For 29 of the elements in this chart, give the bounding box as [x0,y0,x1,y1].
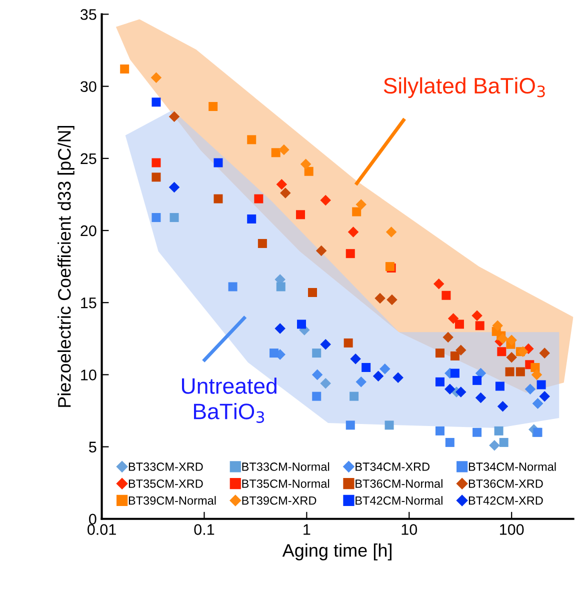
y-tick-label: 20 [80,225,96,236]
legend-label: BT42CM-XRD [468,496,543,505]
legend-label: BT34CM-XRD [356,462,430,471]
legend-label: BT34CM-Normal [468,462,556,471]
legend-label: BT42CM-Normal [356,496,442,505]
legend-label: BT39CM-Normal [128,496,216,505]
annotation: Untreated BaTiO$_{3}$ [182,378,276,423]
x-tick-label: 10 [402,524,418,535]
x-tick-label: 1 [304,524,310,535]
legend-label: BT33CM-Normal [242,462,330,471]
y-tick-label: 35 [80,9,96,20]
legend-label: BT36CM-XRD [468,479,543,488]
y-axis-title: Piezoelectric Coefficient d33 [pC/N] [58,126,74,407]
y-tick-label: 5 [89,442,96,452]
x-tick-label: 0.1 [194,524,214,535]
legend-label: BT36CM-Normal [356,479,442,488]
x-tick-label: 100 [500,524,524,535]
legend-label: BT33CM-XRD [128,462,203,471]
annotation: Silylated BaTiO$_{3}$ [384,77,545,98]
legend-label: BT39CM-XRD [242,496,316,505]
x-tick-label: 0.01 [88,524,116,535]
y-tick-label: 15 [81,298,96,308]
y-tick-label: 25 [80,153,96,164]
legend-label: BT35CM-Normal [242,479,330,488]
y-tick-label: 0 [89,514,96,525]
x-axis-title: Aging time [h] [282,544,392,560]
legend-label: BT35CM-XRD [128,479,203,488]
y-tick-label: 30 [80,81,96,92]
y-tick-label: 10 [81,370,96,380]
